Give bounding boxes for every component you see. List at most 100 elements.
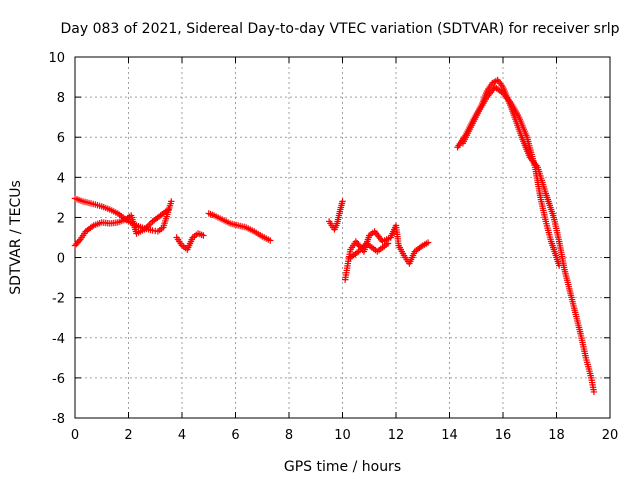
data-point (157, 212, 164, 219)
data-point (149, 218, 156, 225)
data-point (518, 134, 525, 141)
data-point (475, 107, 483, 115)
data-point (218, 216, 226, 223)
data-point (127, 212, 135, 219)
data-point (366, 232, 373, 239)
x-axis-label: GPS time / hours (284, 459, 401, 475)
data-point (352, 238, 360, 245)
data-point (499, 83, 507, 91)
data-point (243, 224, 250, 231)
data-point (336, 208, 344, 215)
data-point (569, 298, 576, 305)
data-point (160, 224, 167, 231)
data-point (122, 216, 130, 223)
data-point (590, 388, 598, 396)
data-point (341, 276, 349, 283)
x-tick-label: 12 (388, 428, 405, 443)
data-point (106, 220, 113, 227)
data-point (98, 219, 105, 226)
data-point (178, 242, 186, 249)
y-tick-label: 10 (48, 51, 65, 66)
chart-title: Day 083 of 2021, Sidereal Day-to-day VTE… (60, 21, 619, 37)
data-point (82, 228, 89, 235)
data-point (400, 252, 408, 259)
x-tick-label: 10 (334, 428, 351, 443)
data-point (553, 254, 560, 261)
data-point (411, 248, 418, 255)
data-point (226, 220, 234, 227)
y-tick-label: -4 (52, 332, 65, 347)
y-axis-label: SDTVAR / TECUs (8, 180, 24, 295)
data-point (184, 246, 191, 253)
y-tick-label: 4 (57, 171, 65, 186)
data-point (77, 236, 84, 243)
data-point (234, 222, 242, 229)
data-point (165, 206, 172, 213)
data-point (90, 222, 97, 229)
data-point (154, 228, 162, 235)
data-point (149, 227, 156, 234)
series-arc-4 (327, 200, 346, 231)
data-point (200, 232, 207, 239)
data-point (547, 238, 555, 245)
data-point (189, 234, 196, 241)
data-point (555, 262, 563, 269)
x-tick-label: 16 (495, 428, 512, 443)
data-points (71, 76, 598, 396)
series-arc-1-upper (73, 195, 174, 235)
x-tick-label: 0 (71, 428, 79, 443)
y-tick-label: -6 (52, 372, 65, 387)
data-point (333, 220, 341, 227)
data-point (374, 248, 381, 255)
data-point (75, 237, 83, 245)
data-point (588, 374, 595, 382)
data-point (454, 144, 461, 151)
data-point (542, 190, 549, 197)
data-point (371, 228, 378, 235)
x-tick-label: 4 (178, 428, 186, 443)
y-tick-label: 8 (57, 91, 65, 106)
data-point (489, 79, 496, 87)
data-point (194, 230, 202, 237)
grid-layer (75, 57, 610, 418)
y-tick-label: 6 (57, 131, 65, 146)
data-point (542, 218, 549, 225)
data-point (491, 83, 499, 91)
data-point (561, 266, 568, 273)
data-point (328, 222, 335, 229)
data-point (347, 254, 354, 261)
data-point (133, 230, 140, 237)
data-point (344, 260, 352, 267)
data-point (114, 210, 121, 217)
y-tick-label: -8 (52, 412, 65, 427)
data-point (392, 222, 400, 229)
data-point (523, 134, 531, 141)
data-point (483, 93, 491, 101)
data-point (87, 200, 95, 207)
data-point (251, 228, 258, 235)
data-point (98, 203, 105, 210)
x-tick-label: 20 (602, 428, 619, 443)
data-point (210, 212, 218, 219)
data-point (537, 194, 544, 201)
data-point (379, 238, 386, 245)
series-arc-2 (174, 230, 205, 252)
y-tick-label: 0 (57, 252, 65, 267)
x-tick-label: 8 (285, 428, 293, 443)
data-point (550, 214, 558, 221)
data-point (467, 123, 475, 131)
x-tick-label: 6 (231, 428, 239, 443)
data-point (531, 164, 539, 171)
data-point (499, 89, 507, 97)
data-point (71, 242, 79, 249)
y-tick-labels: -8 -6 -4 -2 0 2 4 6 8 10 (48, 51, 65, 427)
data-point (205, 210, 212, 217)
x-tick-labels: 0 2 4 6 8 10 12 14 16 18 20 (71, 428, 618, 443)
data-point (387, 234, 394, 241)
data-point (507, 99, 515, 107)
data-point (259, 233, 266, 240)
data-point (395, 242, 402, 249)
data-point (168, 198, 175, 205)
tick-layer (74, 56, 611, 419)
